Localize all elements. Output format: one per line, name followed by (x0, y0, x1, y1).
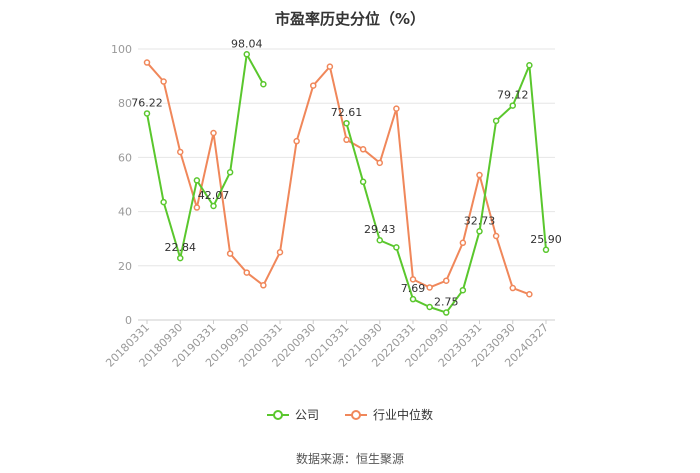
data-point-company (459, 286, 467, 294)
series-line-company (146, 53, 265, 260)
data-point-company (476, 228, 483, 235)
data-point-industry (476, 171, 483, 179)
data-point-industry (376, 159, 383, 167)
data-point-industry (492, 232, 500, 240)
data-label-company: 72.61 (331, 106, 363, 119)
data-point-company (492, 117, 500, 125)
legend-swatch-company (266, 409, 289, 420)
data-point-company (243, 51, 250, 58)
data-point-industry (177, 148, 184, 156)
data-label-company: 22.84 (165, 241, 197, 254)
data-label-company: 32.73 (464, 214, 496, 227)
data-point-industry (359, 146, 367, 153)
data-point-industry (343, 136, 350, 144)
data-point-industry (243, 269, 250, 276)
data-point-industry (226, 250, 234, 257)
data-point-industry (293, 137, 300, 145)
y-tick-label: 20 (118, 260, 132, 273)
data-point-company (143, 110, 151, 117)
y-tick-label: 100 (111, 43, 132, 56)
legend-label-industry: 行业中位数 (373, 408, 434, 422)
legend-swatch-industry (345, 409, 367, 420)
data-point-company (426, 303, 433, 311)
data-point-industry (210, 129, 217, 137)
data-label-company: 7.69 (401, 282, 426, 295)
data-point-industry (276, 249, 284, 256)
data-label-company: 76.22 (131, 96, 163, 109)
data-point-industry (443, 277, 450, 284)
data-point-industry (160, 78, 167, 85)
data-point-industry (260, 282, 267, 289)
data-point-industry (509, 284, 516, 292)
data-point-industry (459, 239, 467, 247)
data-point-industry (393, 105, 400, 112)
data-point-company (210, 202, 217, 210)
data-point-company (226, 169, 234, 176)
data-point-company (526, 62, 533, 69)
data-point-company (343, 119, 350, 127)
data-point-company (542, 246, 550, 254)
data-label-company: 98.04 (231, 37, 263, 50)
data-source: 数据来源：恒生聚源 (295, 452, 404, 466)
data-label-company: 29.43 (364, 223, 396, 236)
y-tick-label: 40 (118, 206, 132, 219)
y-tick-label: 0 (125, 314, 132, 327)
y-tick-label: 80 (118, 97, 132, 110)
data-point-company (193, 177, 201, 184)
series-line-industry (146, 61, 530, 296)
legend-label-company: 公司 (294, 408, 319, 422)
data-label-company: 2.75 (434, 296, 459, 309)
y-tick-label: 60 (118, 151, 132, 164)
data-point-industry (426, 284, 433, 291)
data-point-industry (526, 291, 533, 298)
legend: 公司 行业中位数 (0, 406, 700, 423)
data-point-company (393, 244, 400, 251)
data-label-company: 25.90 (530, 233, 562, 246)
legend-item-industry[interactable]: 行业中位数 (345, 406, 433, 423)
data-label-company: 79.12 (497, 89, 529, 102)
data-point-company (409, 295, 417, 303)
series-line-company (345, 64, 547, 314)
data-point-company (359, 178, 367, 186)
data-point-company (443, 309, 450, 316)
legend-item-company[interactable]: 公司 (266, 406, 319, 423)
data-point-industry (409, 276, 417, 283)
data-label-company: 42.07 (198, 189, 230, 202)
data-point-company (509, 102, 516, 109)
data-point-company (260, 80, 267, 88)
data-point-industry (326, 63, 334, 70)
data-point-company (177, 254, 184, 262)
data-point-industry (143, 59, 151, 66)
data-point-company (160, 198, 167, 206)
chart-title: 市盈率历史分位（%） (274, 10, 426, 28)
data-point-industry (310, 82, 317, 89)
data-point-industry (193, 204, 201, 211)
data-point-company (376, 236, 383, 244)
